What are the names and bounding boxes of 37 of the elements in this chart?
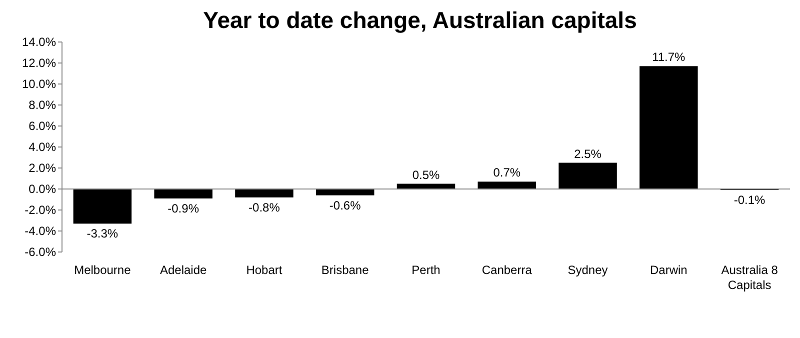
y-tick-label: -2.0% xyxy=(24,203,56,217)
y-tick-label: 0.0% xyxy=(28,182,56,196)
chart-title: Year to date change, Australian capitals xyxy=(203,7,637,33)
x-tick-label: Darwin xyxy=(650,263,688,277)
y-tick-label: 14.0% xyxy=(22,35,56,49)
bar xyxy=(558,162,617,189)
data-label: -0.8% xyxy=(248,200,280,214)
y-tick-label: -6.0% xyxy=(24,245,56,259)
y-tick-label: 12.0% xyxy=(22,56,56,70)
data-label: -0.1% xyxy=(734,193,766,208)
data-label: 2.5% xyxy=(574,146,602,161)
bar xyxy=(154,189,212,198)
data-label: 0.7% xyxy=(493,166,521,180)
x-tick-label: Melbourne xyxy=(74,263,132,277)
bar xyxy=(478,182,536,189)
bar xyxy=(73,189,132,224)
data-label: 0.5% xyxy=(412,168,440,182)
x-tick-label: Perth xyxy=(412,263,440,277)
y-tick-label: 2.0% xyxy=(28,161,56,175)
x-tick-label: Sydney xyxy=(568,263,608,277)
x-tick-label: Hobart xyxy=(246,263,283,277)
y-tick-label: 10.0% xyxy=(22,77,56,91)
x-tick-label: Canberra xyxy=(482,263,532,277)
data-label: 11.7% xyxy=(652,50,686,64)
x-tick-label: Australia 8 Capitals xyxy=(721,263,778,292)
bar xyxy=(235,189,294,198)
data-label: -0.6% xyxy=(329,198,362,212)
bar xyxy=(316,189,374,196)
x-tick-label: Adelaide xyxy=(160,263,208,277)
y-tick-label: 6.0% xyxy=(28,119,56,133)
data-label: -3.3% xyxy=(86,226,118,241)
y-tick-label: 4.0% xyxy=(28,140,56,154)
bar xyxy=(640,66,698,189)
data-label: -0.9% xyxy=(168,201,200,216)
y-tick-label: 8.0% xyxy=(28,98,56,112)
y-tick-label: -4.0% xyxy=(24,224,56,238)
x-tick-label: Brisbane xyxy=(321,263,370,277)
